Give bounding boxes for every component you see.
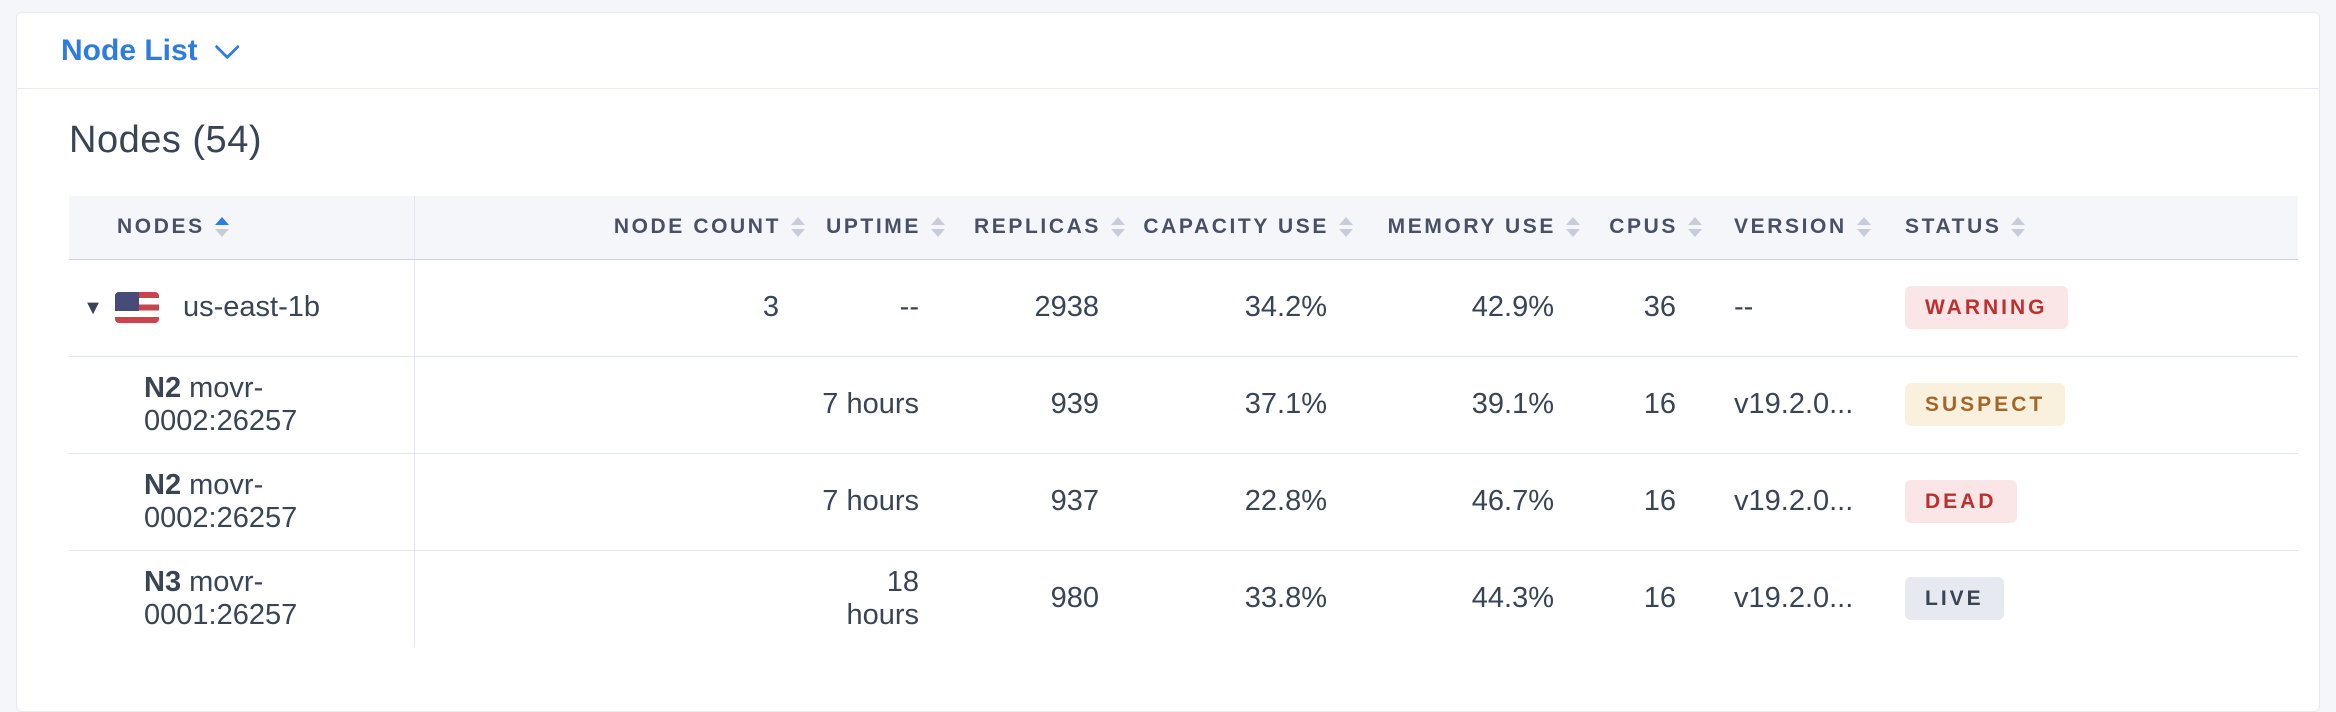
node-name[interactable]: N2 movr-0002:26257	[144, 469, 297, 534]
column-header-capacity-use[interactable]: CAPACITY USE	[1139, 196, 1367, 260]
cell-node-count	[414, 550, 819, 647]
cell-version: v19.2.0...	[1716, 356, 1881, 454]
cell-node-count	[414, 453, 819, 551]
column-label-capacity-use: CAPACITY USE	[1143, 215, 1329, 239]
node-list-card: Node List Nodes (54) NODES	[16, 12, 2320, 712]
sort-icon-cpus	[1688, 217, 1702, 238]
cell-cpus: 36	[1594, 259, 1716, 357]
card-content: Nodes (54) NODES NODE COUNT	[17, 89, 2319, 647]
column-label-node-count: NODE COUNT	[613, 215, 781, 239]
sort-icon-node-count	[791, 217, 805, 238]
column-header-replicas[interactable]: REPLICAS	[959, 196, 1139, 260]
column-label-cpus: CPUS	[1609, 215, 1678, 239]
node-name[interactable]: N2 movr-0002:26257	[144, 372, 297, 437]
collapse-region-toggle-icon[interactable]: ▼	[83, 296, 103, 319]
column-header-version[interactable]: VERSION	[1716, 196, 1881, 260]
column-label-uptime: UPTIME	[826, 215, 921, 239]
status-badge: LIVE	[1905, 577, 2004, 621]
sort-icon-uptime	[931, 217, 945, 238]
sort-icon-capacity-use	[1339, 217, 1353, 238]
card-toolbar: Node List	[17, 13, 2319, 89]
node-id: N2	[144, 371, 182, 404]
cell-replicas: 937	[959, 453, 1139, 551]
column-label-replicas: REPLICAS	[974, 215, 1101, 239]
cell-replicas: 980	[959, 550, 1139, 647]
status-badge: SUSPECT	[1905, 383, 2066, 426]
cell-memory-use: 42.9%	[1367, 259, 1594, 357]
cell-replicas: 939	[959, 356, 1139, 454]
node-name[interactable]: N3 movr-0001:26257	[144, 566, 297, 631]
sort-icon-replicas	[1111, 217, 1125, 238]
cell-version: v19.2.0...	[1716, 453, 1881, 551]
column-label-memory-use: MEMORY USE	[1387, 215, 1556, 239]
table-row-node: N3 movr-0001:26257 18 hours 980 33.8% 44…	[69, 550, 2298, 647]
cell-memory-use: 44.3%	[1367, 550, 1594, 647]
nodes-table: NODES NODE COUNT UPTIME	[69, 196, 2298, 647]
cell-node-count: 3	[414, 259, 819, 357]
sort-icon-version	[1856, 217, 1871, 238]
cell-memory-use: 39.1%	[1367, 356, 1594, 454]
region-cell: ▼ us-east-1b	[69, 291, 414, 324]
cell-capacity-use: 34.2%	[1139, 259, 1367, 357]
table-row-region: ▼ us-east-1b 3 -- 2938 34.2% 42.9% 36 --…	[69, 259, 2298, 357]
table-row-node: N2 movr-0002:26257 7 hours 939 37.1% 39.…	[69, 356, 2298, 454]
chevron-down-icon	[214, 33, 240, 59]
node-address: movr-0001:26257	[144, 565, 298, 631]
cell-capacity-use: 22.8%	[1139, 453, 1367, 551]
region-name[interactable]: us-east-1b	[183, 291, 321, 323]
sort-icon-nodes	[214, 217, 229, 238]
column-header-memory-use[interactable]: MEMORY USE	[1367, 196, 1594, 260]
node-id: N2	[144, 468, 182, 501]
view-selector-label: Node List	[61, 33, 198, 67]
table-row-node: N2 movr-0002:26257 7 hours 937 22.8% 46.…	[69, 453, 2298, 551]
column-header-status[interactable]: STATUS	[1881, 196, 2298, 260]
cell-version: v19.2.0...	[1716, 550, 1881, 647]
cell-node-count	[414, 356, 819, 454]
column-header-nodes[interactable]: NODES	[69, 196, 415, 260]
us-flag-icon	[115, 292, 159, 323]
node-address: movr-0002:26257	[144, 371, 298, 437]
node-id: N3	[144, 565, 182, 598]
cell-uptime: 7 hours	[819, 356, 959, 454]
status-badge: DEAD	[1905, 480, 2017, 523]
column-label-version: VERSION	[1734, 215, 1847, 239]
cell-capacity-use: 33.8%	[1139, 550, 1367, 647]
cell-cpus: 16	[1594, 550, 1716, 647]
column-header-uptime[interactable]: UPTIME	[819, 196, 959, 260]
page-title: Nodes (54)	[69, 119, 262, 161]
column-header-cpus[interactable]: CPUS	[1594, 196, 1716, 260]
status-badge: WARNING	[1905, 286, 2068, 329]
cell-cpus: 16	[1594, 453, 1716, 551]
cell-cpus: 16	[1594, 356, 1716, 454]
sort-icon-memory-use	[1566, 217, 1580, 238]
table-header-row: NODES NODE COUNT UPTIME	[69, 196, 2298, 260]
cell-uptime: --	[819, 259, 959, 357]
cell-uptime: 7 hours	[819, 453, 959, 551]
cell-version: --	[1716, 259, 1881, 357]
cell-uptime: 18 hours	[819, 550, 959, 647]
sort-icon-status	[2011, 217, 2026, 238]
cell-capacity-use: 37.1%	[1139, 356, 1367, 454]
view-selector-dropdown[interactable]: Node List	[61, 33, 240, 68]
column-label-nodes: NODES	[117, 215, 205, 239]
column-header-node-count[interactable]: NODE COUNT	[414, 196, 819, 260]
cell-replicas: 2938	[959, 259, 1139, 357]
node-address: movr-0002:26257	[144, 468, 298, 534]
cell-memory-use: 46.7%	[1367, 453, 1594, 551]
column-label-status: STATUS	[1905, 215, 2002, 239]
